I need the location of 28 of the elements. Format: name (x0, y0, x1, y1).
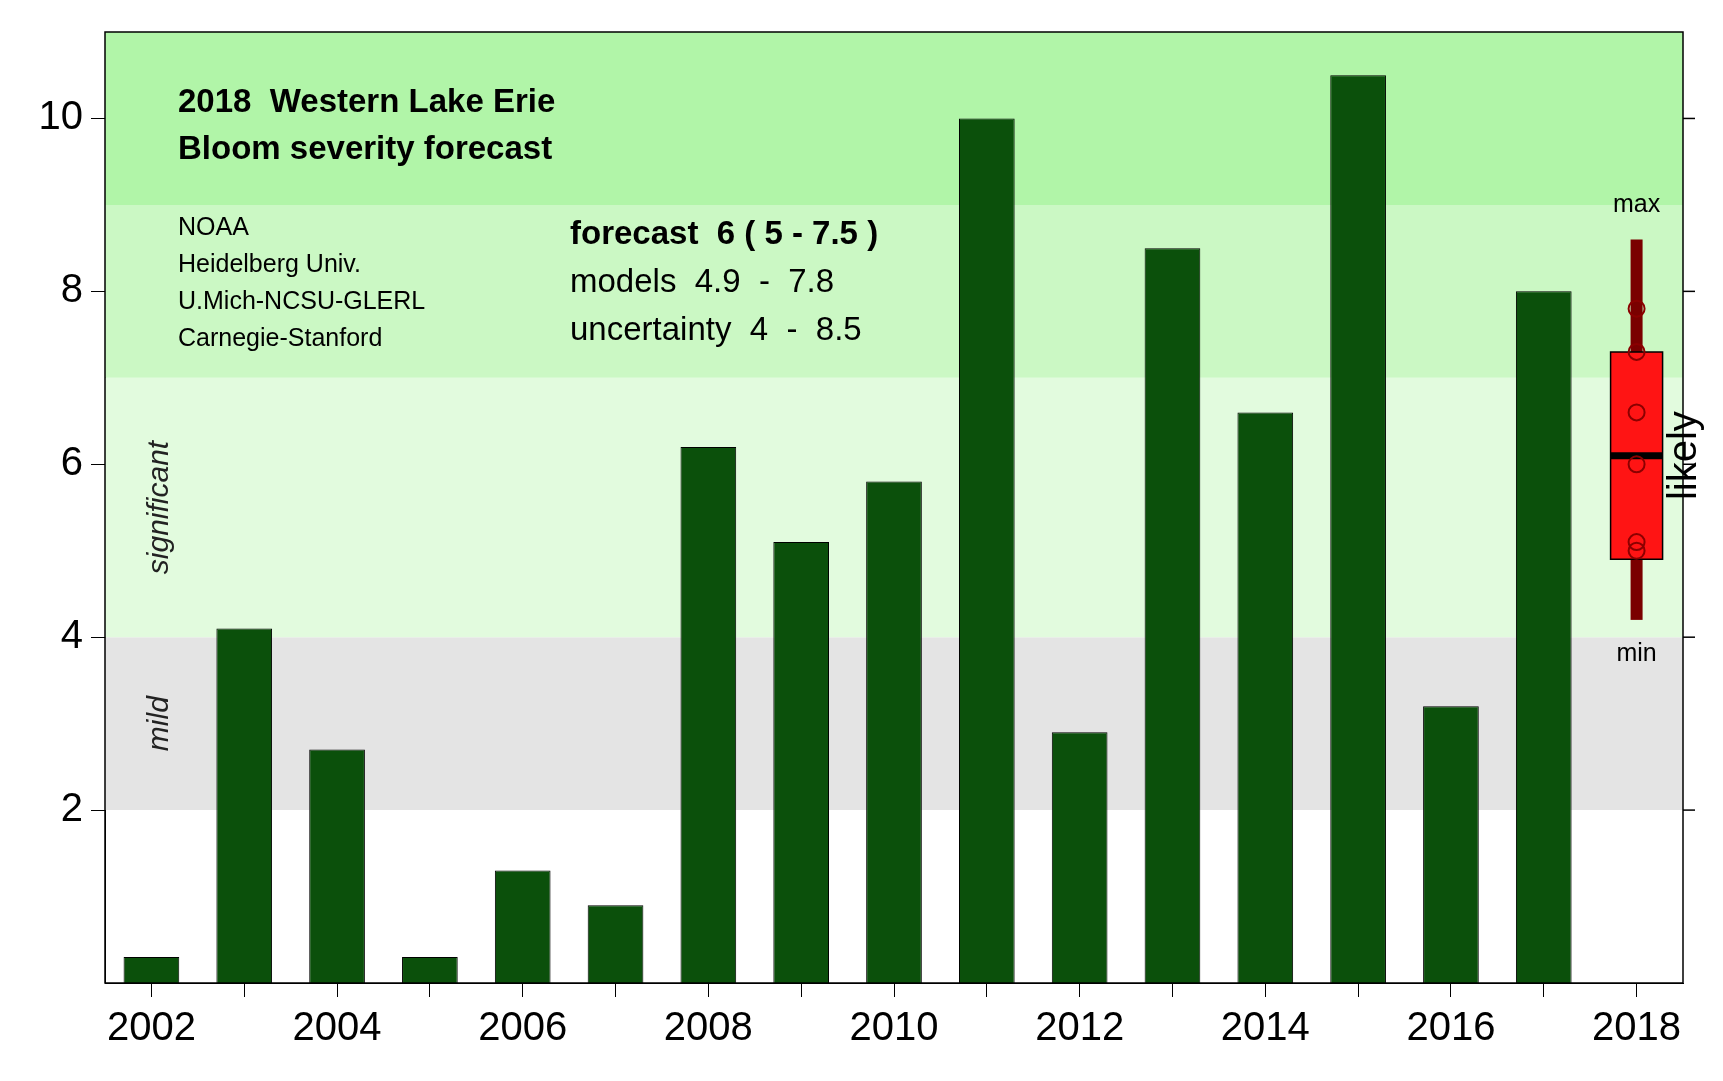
band-label: significant (141, 439, 175, 575)
annotation: NOAA (178, 212, 250, 240)
y-tick-label: 8 (60, 266, 83, 311)
x-tick-label: 2012 (1035, 1004, 1125, 1049)
annotation: forecast 6 ( 5 - 7.5 ) (570, 214, 879, 251)
annotation: U.Mich-NCSU-GLERL (178, 286, 426, 314)
annotation: max (1612, 188, 1661, 217)
annotation: Heidelberg Univ. (178, 249, 361, 277)
y-tick-label: 10 (38, 93, 83, 138)
x-tick-label: 2002 (106, 1004, 196, 1049)
x-tick-label: 2018 (1592, 1004, 1682, 1049)
annotation: uncertainty 4 - 8.5 (570, 310, 862, 347)
y-tick-label: 2 (60, 785, 83, 830)
x-tick-label: 2008 (663, 1004, 753, 1049)
y-tick-label: 4 (60, 612, 83, 657)
x-tick-label: 2006 (478, 1004, 568, 1049)
text: 2018 Western Lake Erie (178, 82, 556, 119)
annotation: likely (1659, 411, 1704, 501)
x-tick-label: 2004 (292, 1004, 382, 1049)
annotation: Carnegie-Stanford (178, 323, 383, 351)
text: Bloom severity forecast (178, 129, 553, 166)
annotation: models 4.9 - 7.8 (570, 262, 835, 299)
y-tick-label: 6 (60, 439, 83, 484)
annotation: min (1616, 638, 1657, 667)
x-tick-label: 2014 (1220, 1004, 1310, 1049)
x-tick-label: 2016 (1406, 1004, 1496, 1049)
x-tick-label: 2010 (849, 1004, 939, 1049)
band-label: mild (141, 694, 175, 752)
